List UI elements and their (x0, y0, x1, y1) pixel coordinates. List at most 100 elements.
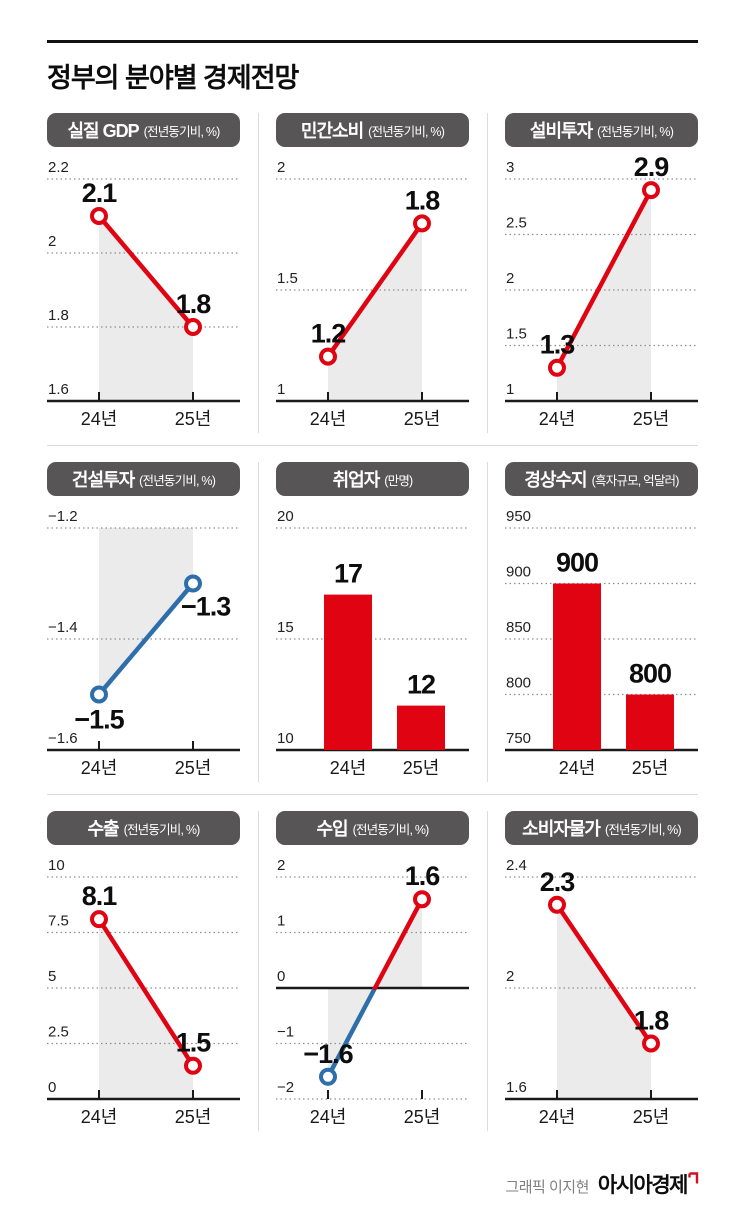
y-tick-label: 2.4 (506, 857, 527, 874)
chart-plot: −1.2 −1.4 −1.6−1.5 −1.3 24년 25년 (47, 508, 240, 778)
x-tick-label: 24년 (81, 409, 118, 429)
x-tick-label: 24년 (81, 758, 118, 778)
value-label: 1.8 (176, 289, 212, 319)
data-point-marker (184, 574, 202, 593)
value-label: 2.1 (82, 178, 118, 208)
chart-title: 수입 (316, 819, 348, 839)
trend-line (325, 221, 425, 359)
data-point-marker (90, 685, 108, 704)
y-tick-label: 850 (506, 619, 531, 636)
bar (397, 705, 445, 750)
x-tick-label: 24년 (539, 409, 576, 429)
x-tick-label: 25년 (633, 1107, 670, 1127)
x-tick-label: 24년 (330, 758, 367, 778)
trend-line (325, 985, 378, 1080)
chart-header: 취업자 (만명) (276, 462, 469, 496)
y-tick-label: 1 (277, 381, 285, 398)
y-tick-label: 2.5 (506, 215, 527, 232)
chart-unit: (전년동기비, %) (597, 124, 674, 139)
chart-plot: 2 1 0 −1 −2 −1.6 1.6 24년 25년 (276, 857, 469, 1127)
bar (553, 583, 601, 750)
chart-title: 취업자 (332, 470, 381, 490)
chart-title: 소비자물가 (522, 819, 601, 839)
value-label: 1.3 (540, 330, 576, 360)
y-tick-label: 10 (48, 857, 65, 874)
value-label: 2.3 (540, 867, 576, 897)
chart-plot: 2 1.5 1 1.2 1.8 24년 25년 (276, 159, 469, 429)
data-point-marker (413, 214, 431, 233)
credit: 그래픽 이지현 아시아경제 (47, 1169, 699, 1199)
chart-header: 건설투자 (전년동기비, %) (47, 462, 240, 496)
x-tick-label: 25년 (404, 409, 441, 429)
title-rule (47, 40, 698, 43)
area-shading (99, 528, 193, 695)
value-label: 800 (629, 659, 671, 689)
y-tick-label: 15 (277, 619, 294, 636)
chart-title: 수출 (87, 819, 119, 839)
chart-unit: (전년동기비, %) (139, 473, 216, 488)
x-tick-label: 25년 (175, 1107, 212, 1127)
charts-row: 실질 GDP (전년동기비, %) 2.2 2 1.8 1.6 2.1 1.8 24년 25년 민간… (47, 113, 698, 446)
page-title: 정부의 분야별 경제전망 (47, 63, 299, 93)
y-tick-label: 2 (277, 159, 285, 176)
y-tick-label: 2 (48, 233, 56, 250)
charts-row: 건설투자 (전년동기비, %) −1.2 −1.4 −1.6 −1.5 −1.3 24년 25년… (47, 462, 698, 795)
data-point-marker (413, 890, 431, 909)
data-point-marker (184, 1056, 202, 1075)
chart-unit: (흑자규모, 억달러) (591, 473, 680, 488)
chart-header: 실질 GDP (전년동기비, %) (47, 113, 240, 147)
x-tick-label: 24년 (81, 1107, 118, 1127)
chart-title: 설비투자 (529, 121, 593, 141)
column-divider (486, 462, 488, 782)
x-tick-label: 25년 (404, 1107, 441, 1127)
chart-header: 경상수지 (흑자규모, 억달러) (505, 462, 698, 496)
chart-plot: 20 15 10 17 12 24년 25년 (276, 508, 469, 778)
trend-line (96, 581, 196, 697)
x-tick-label: 25년 (632, 758, 669, 778)
data-point-marker (642, 181, 660, 200)
y-tick-label: 750 (506, 730, 531, 747)
chart-header: 수입 (전년동기비, %) (276, 811, 469, 845)
area-shading (328, 223, 422, 401)
chart-real-gdp: 실질 GDP (전년동기비, %) 2.2 2 1.8 1.6 2.1 1.8 24년 25년 (47, 113, 240, 433)
chart-unit: (전년동기비, %) (368, 124, 445, 139)
chart-current-account: 경상수지 (흑자규모, 억달러) 950 900 850 800 750 900 800 24년 2… (505, 462, 698, 782)
data-point-marker (319, 347, 337, 366)
x-tick-label: 24년 (559, 758, 596, 778)
column-divider (486, 113, 488, 433)
chart-header: 수출 (전년동기비, %) (47, 811, 240, 845)
value-label: 1.6 (405, 861, 441, 891)
y-tick-label: 2.5 (48, 1024, 69, 1041)
brand-name: 아시아경제 (597, 1174, 689, 1197)
value-label: 1.2 (311, 319, 346, 349)
value-label: −1.5 (74, 705, 124, 735)
value-label: 2.9 (634, 155, 670, 182)
column-divider (257, 113, 259, 433)
y-tick-label: 2.2 (48, 159, 69, 176)
chart-plot: 10 7.5 5 2.5 0 8.1 1.5 24년 25년 (47, 857, 240, 1127)
bar (626, 694, 674, 750)
y-tick-label: 1.6 (506, 1079, 527, 1096)
y-tick-label: 1.5 (277, 270, 298, 287)
chart-exports: 수출 (전년동기비, %) 10 7.5 5 2.5 0 8.1 1.5 24년 25년 (47, 811, 240, 1131)
value-label: 1.8 (634, 1006, 670, 1036)
chart-plot: 950 900 850 800 750 900 800 24년 25년 (505, 508, 698, 778)
y-tick-label: 950 (506, 508, 531, 525)
area-shading (99, 216, 193, 401)
y-tick-label: 1.8 (48, 307, 69, 324)
data-point-marker (548, 895, 566, 914)
chart-plot: 3 2.5 2 1.5 1 1.3 2.9 24년 25년 (505, 155, 698, 429)
chart-header: 민간소비 (전년동기비, %) (276, 113, 469, 147)
y-tick-label: 800 (506, 675, 531, 692)
value-label: 12 (407, 670, 435, 700)
y-tick-label: 1.5 (506, 326, 527, 343)
x-tick-label: 24년 (310, 1107, 347, 1127)
chart-facility-investment: 설비투자 (전년동기비, %) 3 2.5 2 1.5 1 1.3 2.9 24년 25년 (505, 113, 698, 433)
data-point-marker (90, 207, 108, 225)
y-tick-label: 2 (277, 857, 285, 874)
y-tick-label: 7.5 (48, 913, 69, 930)
y-tick-label: 10 (277, 730, 294, 747)
y-tick-label: 900 (506, 564, 531, 581)
y-tick-label: 0 (48, 1079, 56, 1096)
chart-unit: (전년동기비, %) (604, 822, 682, 837)
